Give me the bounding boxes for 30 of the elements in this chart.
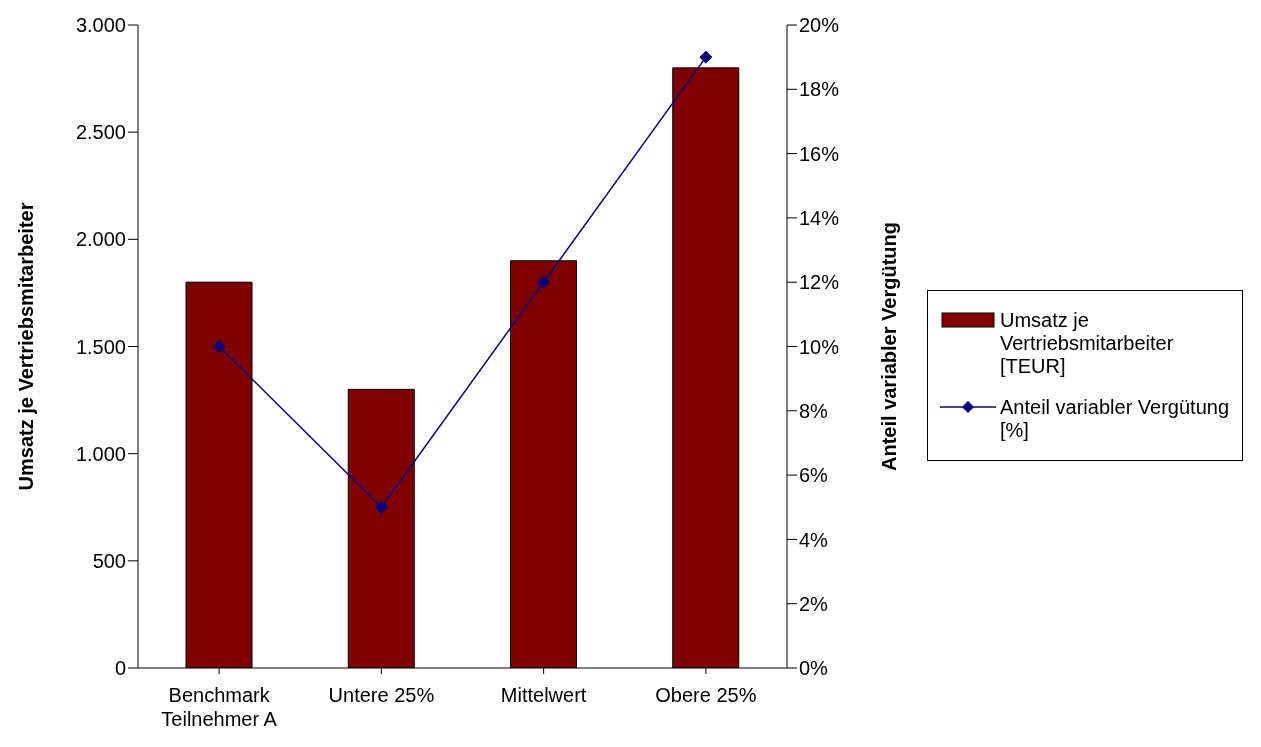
y-tick-label: 0 (114, 657, 126, 680)
y-tick-label: 500 (92, 549, 126, 572)
y-tick-label: 1.500 (75, 335, 126, 358)
x-tick-label: Benchmark Teilnehmer A (161, 684, 278, 730)
y2-tick-label: 6% (799, 464, 829, 487)
y-tick-label: 2.000 (75, 228, 126, 251)
point (699, 50, 713, 64)
y2-tick-label: 20% (799, 14, 840, 37)
legend-label: Anteil variabler Vergütung [%] (1000, 396, 1230, 442)
point (537, 275, 551, 289)
point (374, 500, 388, 514)
point (212, 340, 226, 353)
y2-tick-label: 14% (799, 207, 840, 229)
y2-axis-title: Anteil variabler Vergütung (878, 222, 901, 471)
x-tick-label: Obere 25% (655, 684, 757, 706)
y2-tick-label: 4% (799, 528, 829, 551)
y2-tick-label: 0% (799, 657, 829, 680)
legend-label: Umsatz je Vertriebsmitarbeiter [TEUR] (1000, 309, 1175, 378)
y-tick-label: 2.500 (75, 121, 126, 144)
x-tick-label: Mittelwert (500, 684, 587, 706)
y-axis-title: Umsatz je Vertriebsmitarbeiter (15, 202, 38, 491)
x-tick-label: Untere 25% (328, 684, 435, 706)
y2-tick-label: 8% (799, 399, 829, 422)
y-tick-label: 1.000 (75, 442, 126, 465)
y2-tick-label: 12% (799, 271, 840, 294)
y2-tick-label: 16% (799, 142, 840, 165)
y-tick-label: 3.000 (75, 14, 126, 37)
y2-tick-label: 2% (799, 592, 829, 615)
y2-tick-label: 10% (799, 335, 840, 358)
y2-tick-label: 18% (799, 78, 840, 101)
